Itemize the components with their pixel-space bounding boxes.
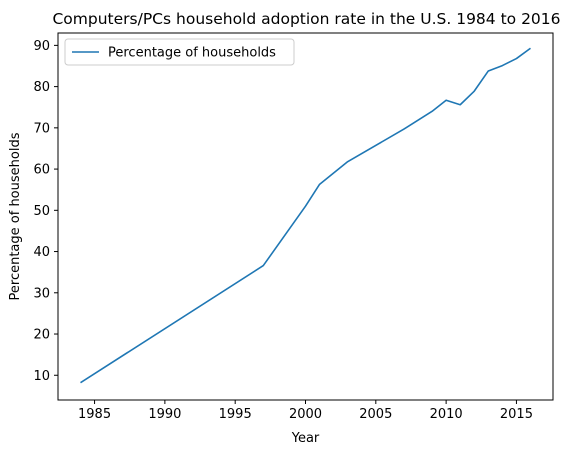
y-tick-label: 70 — [33, 121, 50, 136]
chart-title: Computers/PCs household adoption rate in… — [52, 10, 560, 28]
legend-box — [64, 38, 295, 66]
legend-label: Percentage of households — [108, 46, 276, 61]
y-tick-label: 50 — [33, 204, 50, 219]
y-tick-label: 20 — [33, 328, 50, 343]
y-tick-label: 40 — [33, 245, 50, 260]
x-tick-label: 1995 — [219, 407, 252, 422]
series-line — [80, 47, 531, 384]
axes-frame — [57, 32, 554, 401]
y-tick-label: 30 — [33, 286, 50, 301]
y-tick-label: 60 — [33, 163, 50, 178]
y-tick-label: 10 — [33, 369, 50, 384]
y-tick-label: 80 — [33, 80, 50, 95]
x-axis-label: Year — [291, 431, 320, 446]
x-tick-label: 2015 — [500, 407, 533, 422]
legend: Percentage of households — [64, 38, 295, 66]
x-tick-label: 1990 — [148, 407, 181, 422]
y-axis-label: Percentage of households — [8, 132, 23, 300]
x-tick-label: 2005 — [359, 407, 392, 422]
x-tick-label: 2000 — [289, 407, 322, 422]
x-tick-label: 2010 — [430, 407, 463, 422]
y-tick-label: 90 — [33, 39, 50, 54]
x-tick-label: 1985 — [78, 407, 111, 422]
